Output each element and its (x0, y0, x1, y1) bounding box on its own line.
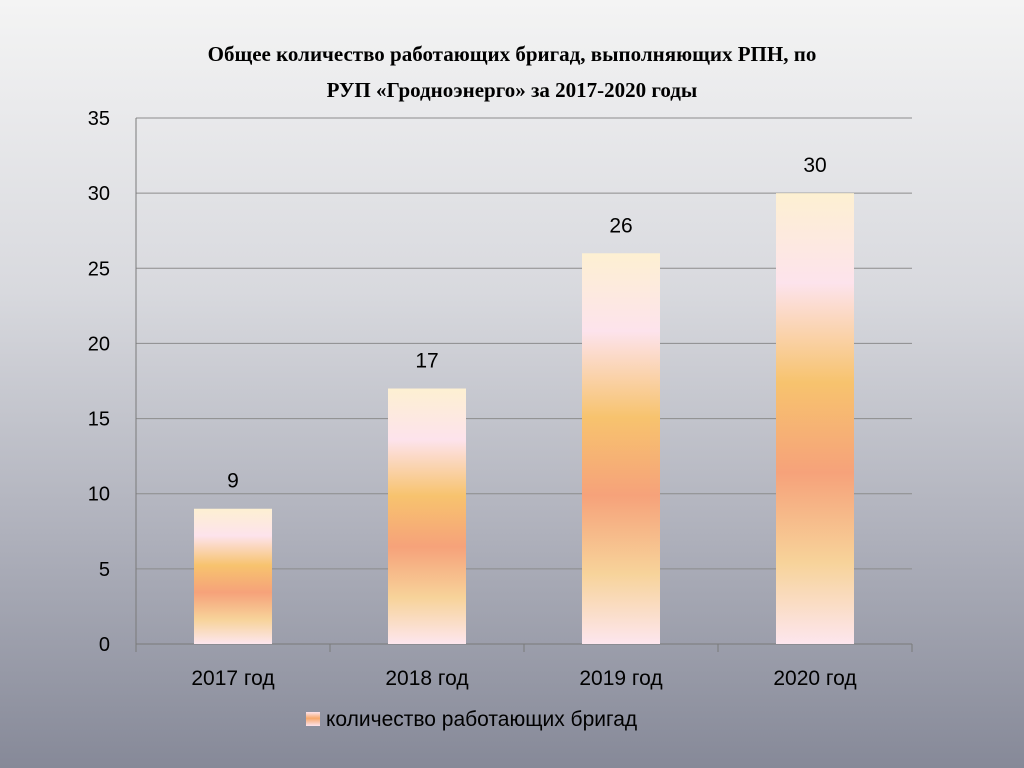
data-label: 17 (415, 350, 438, 373)
y-tick-label: 20 (88, 333, 110, 355)
bar (582, 253, 660, 644)
legend-swatch (306, 712, 320, 726)
y-tick-label: 15 (88, 409, 110, 431)
legend-label: количество работающих бригад (326, 708, 637, 731)
data-label: 26 (609, 214, 632, 237)
bars (194, 193, 854, 644)
y-tick-label: 30 (88, 183, 110, 205)
y-tick-label: 5 (99, 559, 110, 581)
chart-title-line-2: РУП «Гродноэнерго» за 2017-2020 годы (326, 78, 698, 102)
y-tick-label: 25 (88, 258, 110, 280)
legend: количество работающих бригад (306, 708, 637, 731)
data-label: 30 (803, 154, 826, 177)
x-category-label: 2018 год (385, 667, 468, 690)
x-category-label: 2020 год (773, 667, 856, 690)
y-tick-label: 35 (88, 108, 110, 130)
bar (194, 508, 272, 644)
x-category-label: 2019 год (579, 667, 662, 690)
data-label: 9 (227, 470, 239, 493)
chart-title: Общее количество работающих бригад, выпо… (0, 36, 1024, 108)
chart-title-line-1: Общее количество работающих бригад, выпо… (207, 42, 817, 66)
y-tick-label: 0 (99, 634, 110, 656)
bar (776, 193, 854, 644)
bar (388, 388, 466, 644)
y-tick-label: 10 (88, 484, 110, 506)
x-category-label: 2017 год (191, 667, 274, 690)
labels: 0 5 10 15 20 25 30 35 9 2017 год 17 2018 год 26 2019 … (88, 108, 857, 690)
